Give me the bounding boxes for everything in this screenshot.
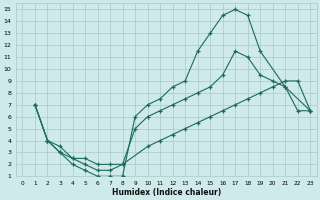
X-axis label: Humidex (Indice chaleur): Humidex (Indice chaleur): [112, 188, 221, 197]
